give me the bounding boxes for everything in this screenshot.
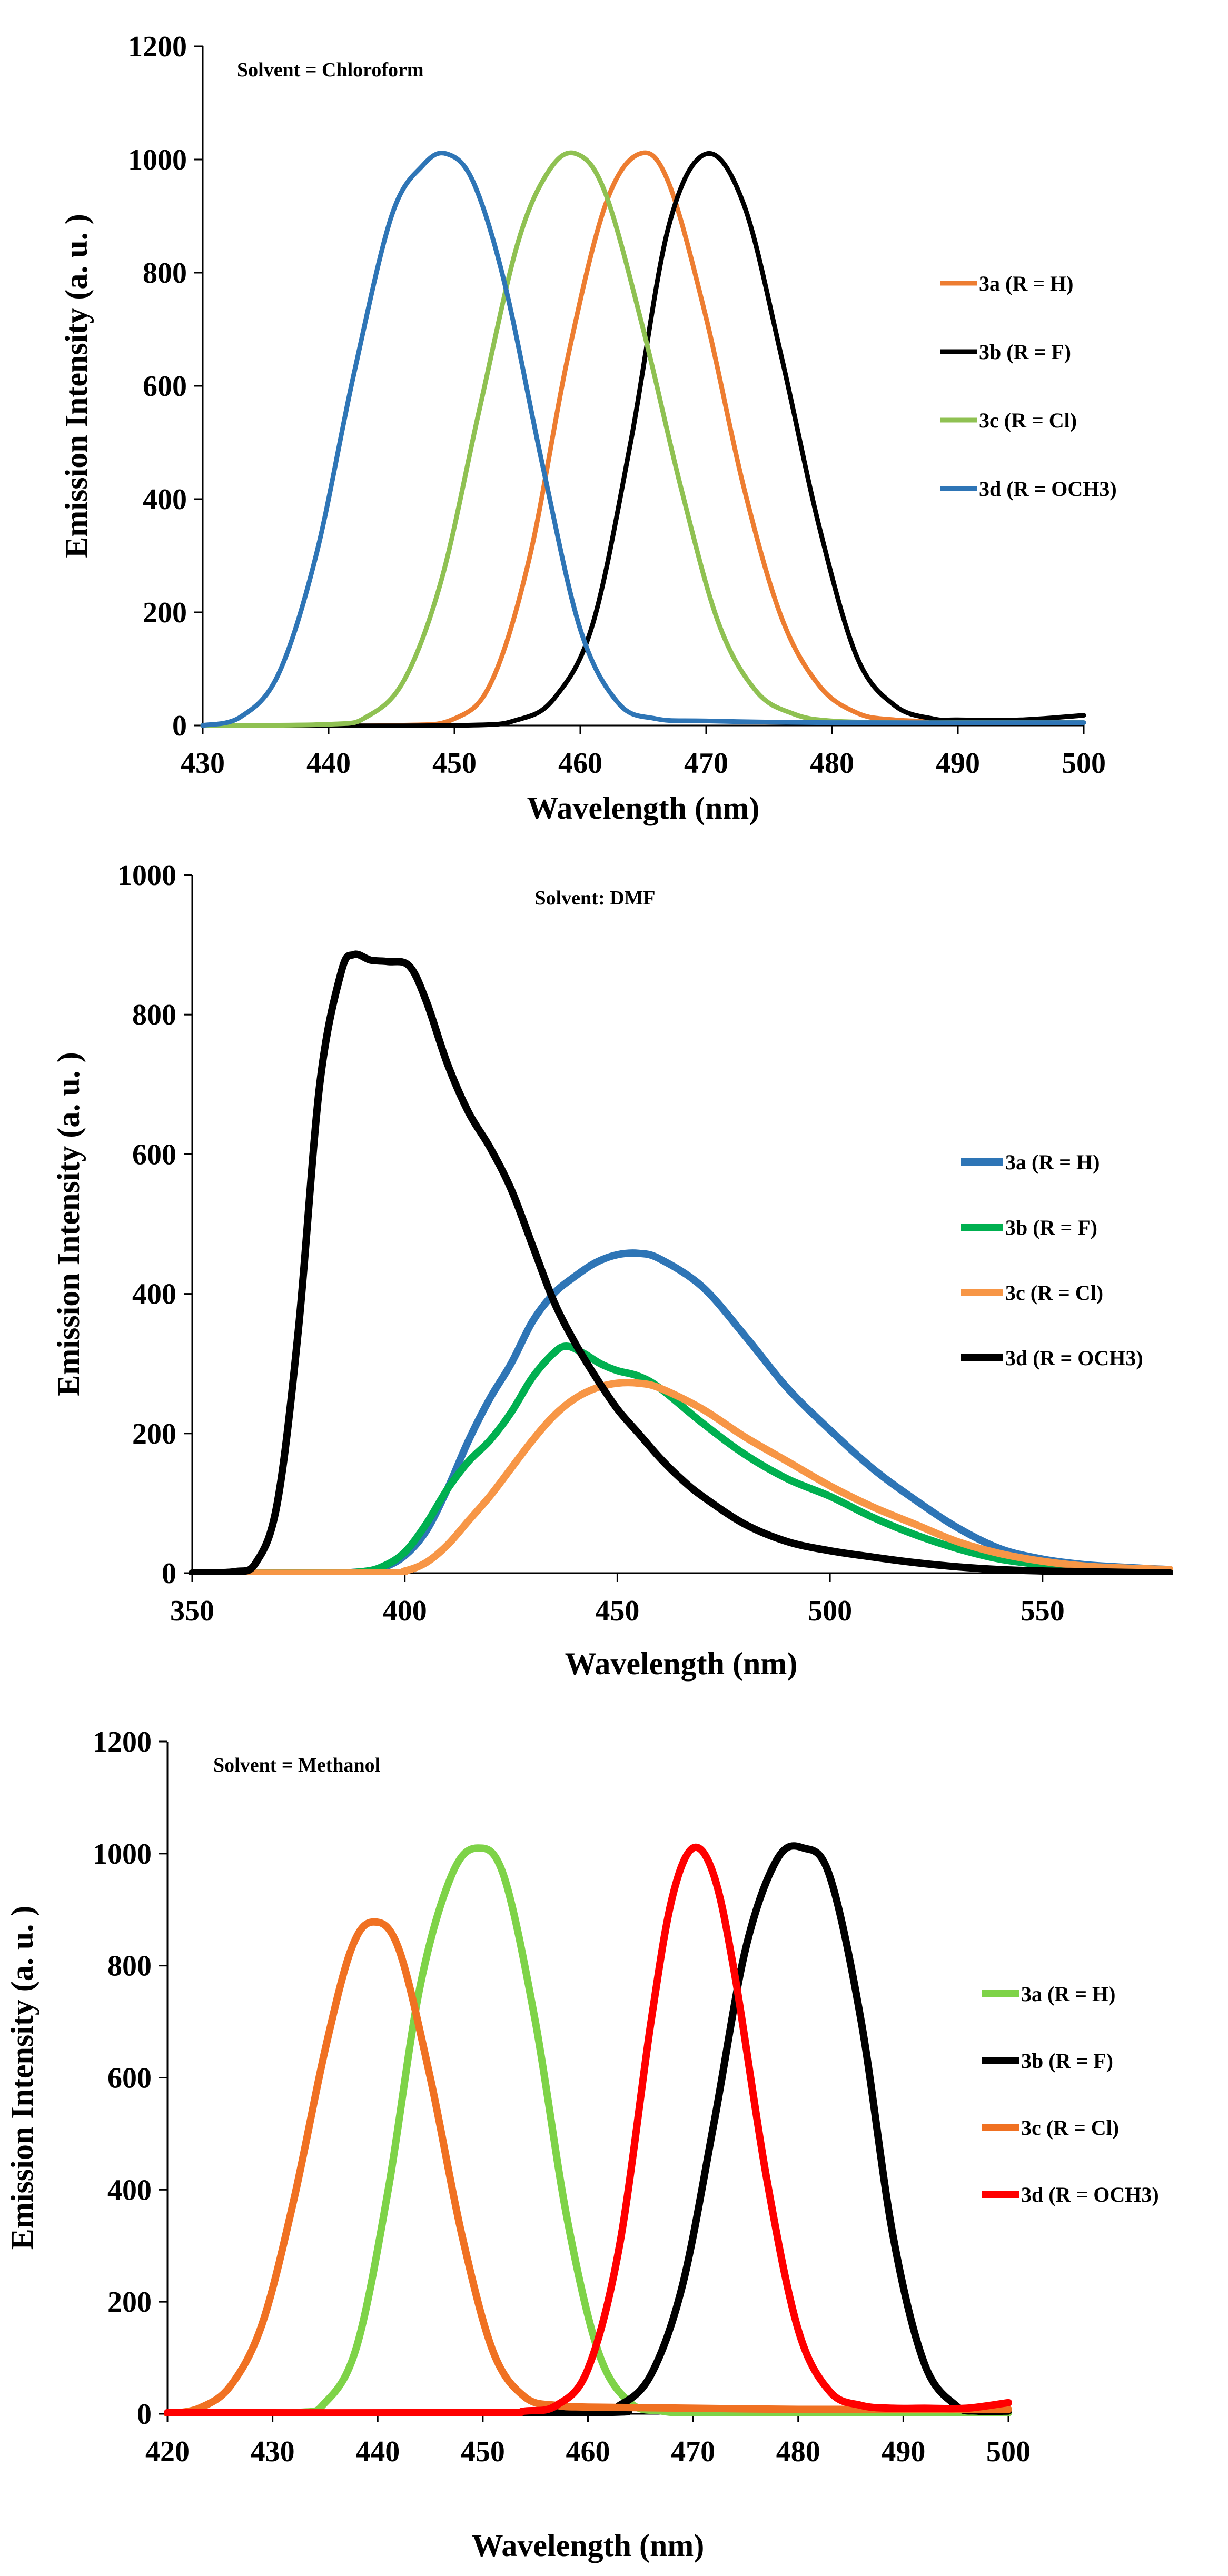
chart-title: Solvent: DMF xyxy=(534,887,655,909)
x-tick-label: 460 xyxy=(566,2435,610,2468)
y-tick-label: 800 xyxy=(132,999,176,1031)
y-tick-label: 600 xyxy=(132,1138,176,1171)
series-group xyxy=(189,950,1173,1575)
series-line-3 xyxy=(164,1918,1012,2416)
legend-label: 3d (R = OCH3) xyxy=(1005,1346,1143,1370)
y-axis-label: Emission Intensity (a. u. ) xyxy=(51,1052,86,1396)
legend-label: 3c (R = Cl) xyxy=(1021,2116,1119,2140)
series-group xyxy=(164,1842,1012,2416)
x-tick-label: 500 xyxy=(986,2435,1031,2468)
y-tick-label: 1200 xyxy=(128,31,187,63)
x-tick-label: 420 xyxy=(145,2435,190,2468)
chart-title: Solvent = Chloroform xyxy=(237,59,424,81)
legend-label: 3a (R = H) xyxy=(1021,1982,1115,2006)
x-tick-label: 440 xyxy=(306,747,351,780)
y-tick-label: 600 xyxy=(143,370,187,403)
x-tick-label: 400 xyxy=(383,1595,427,1627)
y-tick-label: 1000 xyxy=(117,859,176,892)
chart-panel-methanol: 0 200 400 600 800 1000 1200 420 430 440 450 460 470 4… xyxy=(0,1711,1228,2576)
legend-label: 3b (R = F) xyxy=(1005,1216,1097,1239)
series-line-4 xyxy=(189,950,1173,1575)
y-tick-label: 0 xyxy=(162,1557,176,1590)
y-tick-label: 0 xyxy=(172,710,187,742)
x-axis-label: Wavelength (nm) xyxy=(565,1646,798,1681)
y-tick-label: 1000 xyxy=(128,144,187,176)
x-tick-label: 480 xyxy=(810,747,854,780)
x-axis-label: Wavelength (nm) xyxy=(472,2528,705,2563)
y-tick-label: 0 xyxy=(137,2398,152,2431)
series-line-2 xyxy=(200,151,1086,728)
legend-label: 3c (R = Cl) xyxy=(1005,1281,1103,1305)
x-tick-label: 470 xyxy=(671,2435,715,2468)
chart-panel-dmf: 0 200 400 600 800 1000 350 400 450 500 550 Waveleng… xyxy=(0,848,1228,1711)
x-tick-label: 430 xyxy=(251,2435,295,2468)
series-line-3 xyxy=(200,150,1086,728)
y-tick-label: 200 xyxy=(143,596,187,629)
x-tick-label: 470 xyxy=(684,747,728,780)
x-tick-label: 490 xyxy=(881,2435,925,2468)
x-tick-label: 490 xyxy=(936,747,980,780)
series-line-3 xyxy=(189,1379,1173,1575)
x-axis-label: Wavelength (nm) xyxy=(527,791,760,825)
y-tick-label: 400 xyxy=(143,483,187,516)
chart-dmf: 0 200 400 600 800 1000 350 400 450 500 550 Waveleng… xyxy=(51,859,1173,1681)
legend-label: 3d (R = OCH3) xyxy=(1021,2183,1159,2206)
series-line-1 xyxy=(164,1844,1012,2416)
series-line-4 xyxy=(164,1843,1012,2416)
x-tick-label: 480 xyxy=(776,2435,820,2468)
y-axis-label: Emission Intensity (a. u. ) xyxy=(5,1906,39,2250)
legend-label: 3c (R = Cl) xyxy=(979,409,1077,432)
y-tick-label: 400 xyxy=(107,2174,152,2206)
legend-label: 3a (R = H) xyxy=(1005,1150,1100,1174)
y-tick-label: 400 xyxy=(132,1278,176,1311)
x-tick-label: 450 xyxy=(595,1595,639,1627)
legend-label: 3a (R = H) xyxy=(979,272,1073,295)
x-tick-label: 500 xyxy=(1062,747,1106,780)
x-tick-label: 450 xyxy=(461,2435,505,2468)
legend-label: 3d (R = OCH3) xyxy=(979,477,1117,501)
legend-label: 3b (R = F) xyxy=(1021,2049,1113,2073)
x-tick-label: 350 xyxy=(170,1595,214,1627)
x-tick-label: 460 xyxy=(558,747,602,780)
y-tick-label: 200 xyxy=(107,2286,152,2319)
x-tick-label: 450 xyxy=(432,747,477,780)
y-tick-label: 1200 xyxy=(93,1726,152,1758)
y-tick-label: 800 xyxy=(143,257,187,290)
y-axis-label: Emission Intensity (a. u. ) xyxy=(59,214,94,558)
chart-title: Solvent = Methanol xyxy=(213,1754,380,1776)
series-line-1 xyxy=(189,1249,1173,1575)
y-tick-label: 600 xyxy=(107,2062,152,2095)
x-tick-label: 550 xyxy=(1021,1595,1065,1627)
y-tick-label: 200 xyxy=(132,1418,176,1450)
series-group xyxy=(200,150,1086,728)
chart-panel-chloroform: 0 200 400 600 800 1000 1200 430 440 450 460 470 480 4… xyxy=(0,0,1228,848)
series-line-4 xyxy=(200,151,1086,728)
series-line-1 xyxy=(200,150,1086,728)
y-tick-label: 1000 xyxy=(93,1838,152,1871)
series-line-2 xyxy=(189,1342,1173,1575)
chart-methanol: 0 200 400 600 800 1000 1200 420 430 440 450 460 470 4… xyxy=(5,1726,1159,2563)
x-tick-label: 440 xyxy=(355,2435,400,2468)
y-tick-label: 800 xyxy=(107,1950,152,1983)
chart-chloroform: 0 200 400 600 800 1000 1200 430 440 450 460 470 480 4… xyxy=(59,31,1117,825)
x-tick-label: 430 xyxy=(181,747,225,780)
legend-label: 3b (R = F) xyxy=(979,340,1071,364)
x-tick-label: 500 xyxy=(808,1595,852,1627)
